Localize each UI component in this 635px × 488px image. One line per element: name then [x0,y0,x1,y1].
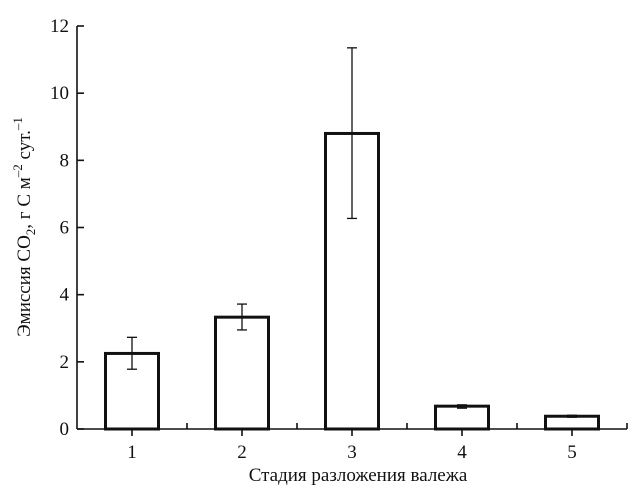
x-tick-label: 4 [457,442,467,463]
error-bars [127,47,577,418]
y-tick-label: 10 [50,83,69,104]
bar-2 [214,315,270,431]
y-tick-label: 4 [60,285,70,306]
y-axis-ticks: 0 2 4 6 8 10 12 [50,16,84,440]
y-tick-label: 8 [60,150,70,171]
bar-5 [544,414,600,431]
y-axis-title: Эмиссия CO2, г С м–2 сут.–1 [10,117,38,337]
y-tick-label: 0 [60,419,70,440]
y-tick-label: 6 [60,218,70,239]
x-tick-label: 2 [237,442,247,463]
x-tick-label: 3 [347,442,357,463]
x-tick-label: 5 [567,442,577,463]
bar-4 [434,404,490,431]
x-tick-label: 1 [127,442,137,463]
x-axis-title: Стадия разложения валежа [249,465,468,486]
y-tick-label: 2 [60,352,70,373]
y-tick-label: 12 [50,16,69,37]
